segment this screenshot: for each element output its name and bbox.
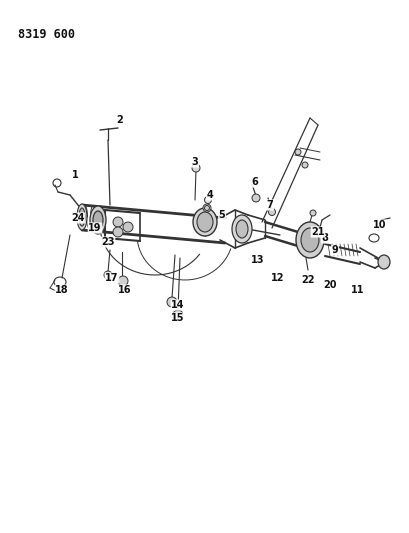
Ellipse shape	[231, 215, 252, 243]
Text: 14: 14	[171, 300, 184, 310]
Ellipse shape	[113, 227, 123, 237]
Ellipse shape	[377, 255, 389, 269]
Circle shape	[118, 276, 128, 286]
Text: 12: 12	[271, 273, 284, 283]
Circle shape	[301, 162, 307, 168]
Circle shape	[204, 206, 209, 211]
Text: 4: 4	[206, 190, 213, 200]
Ellipse shape	[196, 212, 213, 232]
Text: 22: 22	[301, 275, 314, 285]
Text: 9: 9	[331, 245, 337, 255]
Circle shape	[173, 310, 182, 320]
Circle shape	[252, 194, 259, 202]
Ellipse shape	[79, 208, 85, 226]
Ellipse shape	[90, 206, 106, 234]
Circle shape	[166, 297, 177, 307]
Text: 10: 10	[372, 220, 386, 230]
Circle shape	[191, 164, 200, 172]
Circle shape	[309, 210, 315, 216]
Circle shape	[204, 197, 211, 204]
Ellipse shape	[295, 222, 323, 258]
Text: 3: 3	[191, 157, 198, 167]
Circle shape	[268, 208, 275, 215]
Text: 1: 1	[72, 170, 78, 180]
Ellipse shape	[123, 222, 133, 232]
Text: 8: 8	[321, 233, 328, 243]
Text: 11: 11	[351, 285, 364, 295]
Text: 19: 19	[88, 223, 101, 233]
Text: 5: 5	[218, 210, 225, 220]
Text: 17: 17	[105, 273, 119, 283]
Text: 18: 18	[55, 285, 69, 295]
Text: 23: 23	[101, 237, 115, 247]
Ellipse shape	[236, 220, 247, 238]
Ellipse shape	[113, 217, 123, 227]
Circle shape	[218, 211, 225, 217]
Circle shape	[202, 204, 211, 212]
Text: 2: 2	[116, 115, 123, 125]
Text: 15: 15	[171, 313, 184, 323]
Text: 7: 7	[266, 200, 273, 210]
Circle shape	[294, 149, 300, 155]
Ellipse shape	[93, 211, 103, 229]
Ellipse shape	[193, 208, 216, 236]
Text: 20: 20	[322, 280, 336, 290]
Ellipse shape	[77, 204, 87, 230]
Text: 13: 13	[251, 255, 264, 265]
Text: 21: 21	[310, 227, 324, 237]
Text: 16: 16	[118, 285, 131, 295]
Text: 6: 6	[251, 177, 258, 187]
Circle shape	[104, 271, 112, 279]
Text: 8319 600: 8319 600	[18, 28, 75, 41]
Ellipse shape	[300, 228, 318, 252]
Text: 24: 24	[71, 213, 85, 223]
